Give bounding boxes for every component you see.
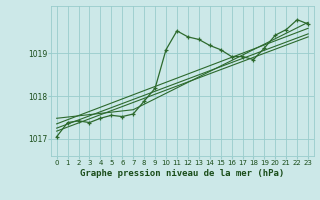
X-axis label: Graphe pression niveau de la mer (hPa): Graphe pression niveau de la mer (hPa) <box>80 169 284 178</box>
